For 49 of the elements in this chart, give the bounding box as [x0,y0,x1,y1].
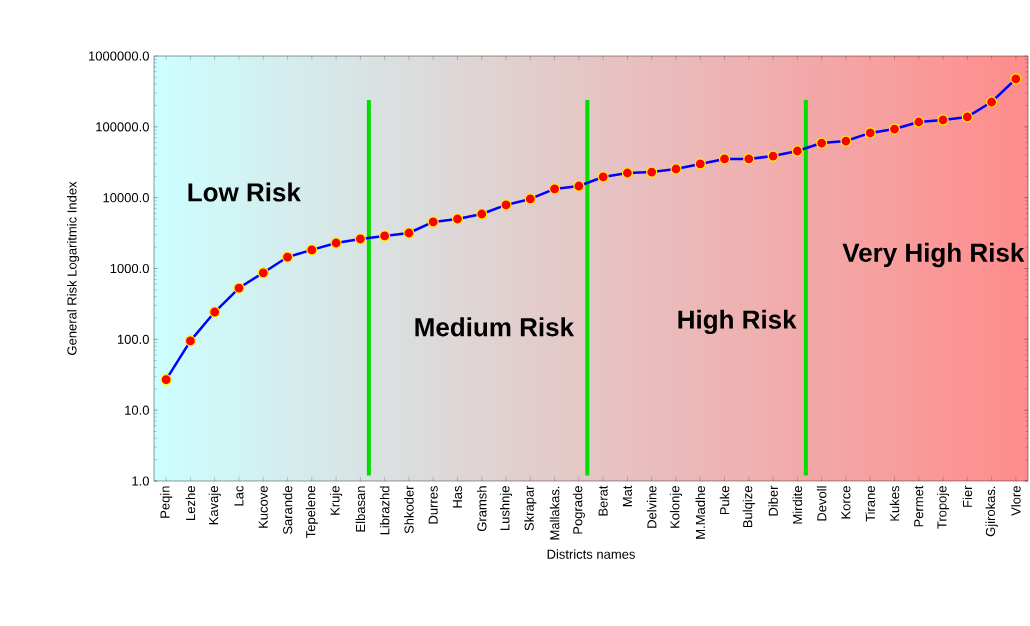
x-tick-label: Kavaje [208,486,221,525]
x-tick-label: Kucove [258,486,268,528]
y-tick-label: 10.0 [125,405,149,415]
y-tick-label: 1000000.0 [89,51,149,61]
x-tick-label: Mallakas. [549,486,560,540]
x-tick-label: Bulqize [742,486,755,528]
x-tick-label: Gjirokas. [985,486,998,537]
x-tick-label: Lushnje [499,486,513,531]
x-tick-label: Mat [622,485,632,507]
x-tick-label: Librazhd [379,486,390,535]
x-tick-label: Gramsh [476,486,487,532]
x-tick-label: Berat [598,485,608,516]
x-tick-label: Mirdite [792,486,803,524]
x-tick-label: Tepelene [305,486,318,538]
x-tick-label: Fier [962,485,973,507]
annotation: High Risk [678,309,797,335]
y-tick-label: 1000.0 [110,263,149,274]
y-axis-title: General Risk Logaritmic Index [67,181,80,355]
y-tick-label: 10000.0 [103,193,149,203]
x-tick-label: Shkoder [404,485,414,534]
x-tick-label: Vlore [1011,486,1021,516]
x-tick-label: Puke [719,486,730,515]
x-tick-label: Kukes [889,486,900,521]
x-tick-label: Tropoje [936,486,950,529]
x-tick-label: Skrapar [524,485,537,531]
x-tick-label: Sarande [282,486,293,535]
x-tick-label: Korce [841,486,851,519]
x-tick-label: Kruje [330,486,343,515]
y-tick-label: 100000.0 [96,122,149,132]
x-tick-label: Diber [768,485,778,516]
x-tick-label: Pograde [572,486,585,534]
x-axis-title: Districts names [547,549,635,559]
y-tick-label: 100.0 [117,334,149,344]
x-tick-label: M.Madhe [695,486,706,539]
x-tick-label: Has [452,486,463,508]
x-tick-label: Lac [234,485,244,506]
x-tick-label: Elbasan [355,486,366,532]
annotation: Low Risk [188,182,301,202]
annotation: Very High Risk [842,242,1025,268]
x-tick-label: Tirane [865,486,875,522]
y-tick-label: 1.0 [132,476,149,486]
annotation: Medium Risk [415,317,575,337]
x-tick-label: Delvine [646,486,657,528]
x-tick-label: Peqin [160,486,173,518]
x-tick-label: Lezhe [185,486,196,520]
x-tick-label: Kolonje [669,486,683,528]
x-tick-label: Durres [428,486,438,524]
x-tick-label: Devoll [816,486,827,521]
x-tick-label: Permet [914,485,924,527]
